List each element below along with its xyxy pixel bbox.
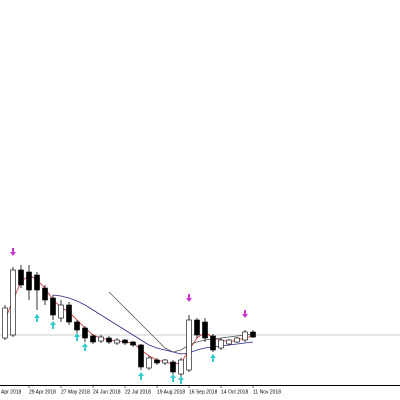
candle-body: [250, 331, 256, 338]
x-tick-label: 24 Jun 2018: [93, 389, 121, 395]
candle-body: [82, 327, 88, 339]
candle-body: [186, 319, 192, 371]
candle-body: [90, 335, 96, 343]
candle-body: [226, 339, 232, 345]
indicator-line: [108, 291, 254, 353]
candle-body: [154, 359, 160, 364]
candle-body: [210, 335, 216, 351]
candle-body: [194, 319, 200, 336]
candle-body: [242, 331, 248, 341]
candle-body: [122, 339, 128, 344]
candle-body: [138, 344, 144, 368]
candle-body: [50, 297, 56, 316]
candle-body: [202, 321, 208, 339]
x-tick-label: 27 May 2018: [61, 389, 90, 395]
candle-body: [42, 287, 48, 301]
candle-body: [58, 304, 64, 319]
candle-body: [234, 337, 240, 343]
candle-body: [74, 321, 80, 331]
candle-body: [162, 359, 168, 364]
up-arrow: [74, 333, 80, 341]
up-arrow: [170, 374, 176, 382]
up-arrow: [210, 354, 216, 362]
candle-body: [178, 359, 184, 375]
x-tick-label: 16 Sep 2018: [189, 389, 218, 395]
candle-body: [98, 336, 104, 342]
up-arrow: [82, 343, 88, 351]
x-tick-label: 14 Oct 2018: [221, 389, 248, 395]
candle-body: [146, 357, 152, 369]
up-arrow: [34, 314, 40, 322]
candle-body: [2, 307, 8, 339]
down-arrow: [10, 248, 16, 256]
down-arrow: [242, 310, 248, 318]
x-tick-label: 19 Aug 2018: [157, 389, 185, 395]
candle-body: [170, 361, 176, 373]
candle-body: [106, 337, 112, 343]
x-tick-label: 22 Jul 2018: [125, 389, 151, 395]
candle-body: [218, 339, 224, 349]
candle-body: [130, 341, 136, 346]
candle-body: [66, 304, 72, 323]
x-tick-label: Apr 2018: [1, 389, 22, 395]
candle-body: [10, 269, 16, 336]
up-arrow: [178, 376, 184, 384]
up-arrow: [50, 321, 56, 329]
candle-body: [26, 271, 32, 291]
candle-body: [114, 339, 120, 344]
x-tick-label: 11 Nov 2018: [253, 389, 281, 395]
up-arrow: [138, 372, 144, 380]
candle-body: [34, 274, 40, 291]
down-arrow: [186, 294, 192, 302]
x-tick-label: 29 Apr 2018: [29, 389, 56, 395]
candle-body: [18, 269, 24, 286]
